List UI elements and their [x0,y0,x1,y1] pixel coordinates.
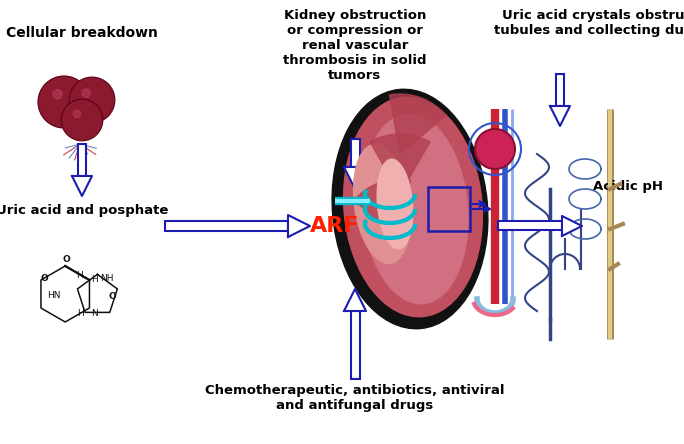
Text: O: O [63,254,70,263]
Bar [498,222,562,230]
Bar [165,221,288,231]
Polygon shape [562,216,582,236]
Text: NH: NH [101,274,114,283]
Circle shape [53,90,62,99]
Text: Uric acid crystals obstruct
tubules and collecting ducts: Uric acid crystals obstruct tubules and … [494,9,684,37]
Circle shape [475,129,515,169]
Ellipse shape [354,144,410,264]
Circle shape [73,110,81,118]
Text: H: H [76,271,83,280]
Text: HN: HN [47,291,61,300]
Circle shape [69,77,115,123]
Text: O: O [40,274,48,283]
Polygon shape [288,215,310,237]
Wedge shape [390,94,446,154]
Polygon shape [72,176,92,196]
Circle shape [61,99,103,141]
Text: Acidic pH: Acidic pH [593,179,663,193]
Text: ARF: ARF [311,216,360,236]
Text: Chemotherapeutic, antibiotics, antiviral
and antifungal drugs: Chemotherapeutic, antibiotics, antiviral… [205,384,505,412]
Bar [350,139,360,167]
Text: O: O [109,292,117,301]
Bar [78,144,86,176]
Text: Uric acid and posphate: Uric acid and posphate [0,204,168,217]
Wedge shape [370,134,430,194]
Text: H: H [77,309,84,318]
Text: Cellular breakdown: Cellular breakdown [6,26,158,40]
Polygon shape [550,106,570,126]
Ellipse shape [377,159,413,249]
Ellipse shape [343,97,482,317]
Text: H: H [91,275,98,285]
Bar [428,187,470,231]
Text: N: N [91,309,98,318]
Polygon shape [344,167,366,189]
Text: Kidney obstruction
or compression or
renal vascular
thrombosis in solid
tumors: Kidney obstruction or compression or ren… [283,9,427,82]
Polygon shape [344,289,366,311]
Bar [556,74,564,106]
Wedge shape [354,179,410,239]
Ellipse shape [332,89,488,329]
Bar [350,311,360,379]
Circle shape [38,76,90,128]
Ellipse shape [362,114,468,304]
Circle shape [82,89,90,97]
